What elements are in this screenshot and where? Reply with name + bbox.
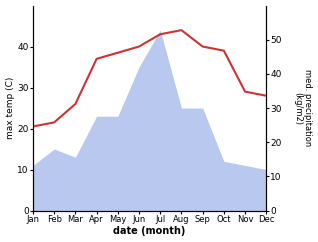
- X-axis label: date (month): date (month): [114, 227, 186, 236]
- Y-axis label: med. precipitation
(kg/m2): med. precipitation (kg/m2): [293, 69, 313, 147]
- Y-axis label: max temp (C): max temp (C): [5, 77, 15, 139]
